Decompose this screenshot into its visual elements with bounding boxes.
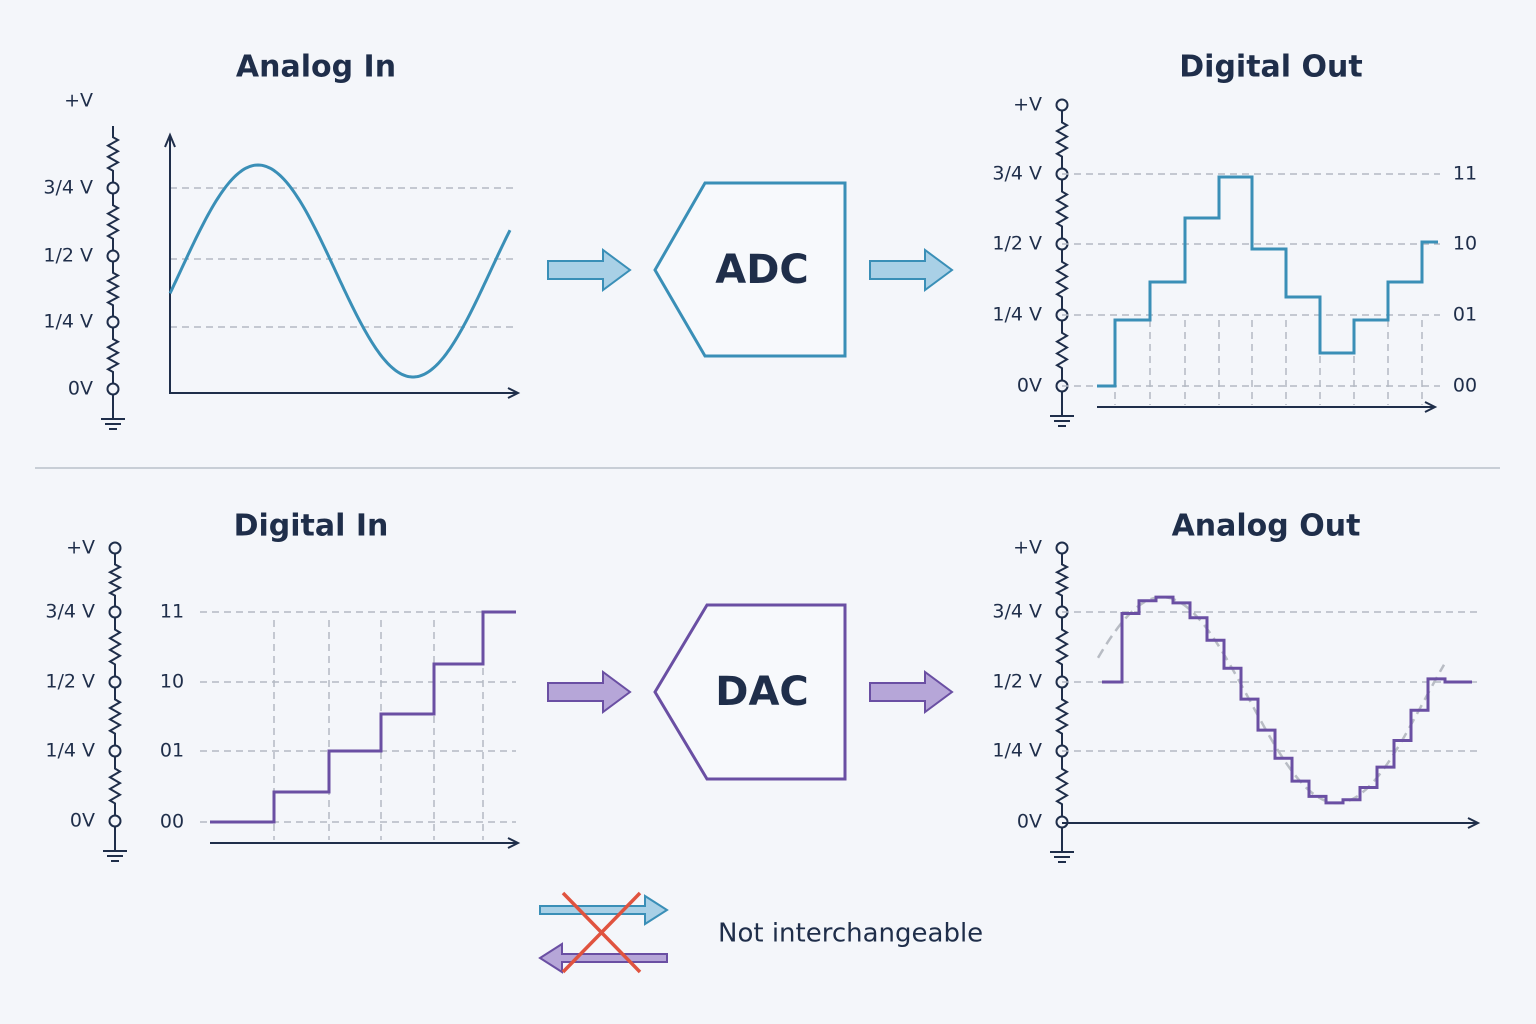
adc-block: [653, 181, 847, 358]
node: [1055, 98, 1069, 112]
scale-label: +V: [1013, 537, 1042, 559]
node: [108, 675, 122, 689]
code-label: 00: [160, 811, 184, 833]
analog-wave: [168, 163, 512, 379]
digital-steps: [210, 610, 516, 824]
node: [108, 744, 122, 758]
node: [106, 249, 120, 263]
node: [106, 181, 120, 195]
node: [106, 315, 120, 329]
scale-label: 0V: [68, 378, 93, 400]
code-label: 10: [1453, 233, 1477, 255]
scale-label: 3/4 V: [45, 601, 95, 623]
flow-arrow: [869, 248, 954, 292]
code-label: 00: [1453, 375, 1477, 397]
resistor-ladder: [1050, 554, 1074, 863]
converter-label: ADC: [715, 247, 809, 293]
axes: [169, 135, 518, 394]
note: Not interchangeable: [718, 919, 983, 949]
axis-arrow: [1467, 817, 1481, 829]
code-label: 11: [160, 601, 184, 623]
scale-label: 0V: [1017, 811, 1042, 833]
scale-label: +V: [66, 537, 95, 559]
code-label: 01: [1453, 304, 1477, 326]
reconstructed-steps: [1102, 595, 1472, 805]
scale-label: 1/2 V: [992, 233, 1042, 255]
resistor-ladder: [101, 126, 125, 430]
panel-title: Analog In: [236, 50, 396, 85]
scale-label: 1/2 V: [992, 671, 1042, 693]
scale-label: 0V: [1017, 375, 1042, 397]
resistor-ladder: [1050, 111, 1074, 427]
resistor-ladder: [103, 554, 127, 862]
node: [108, 605, 122, 619]
scale-label: 1/4 V: [43, 311, 93, 333]
node: [108, 814, 122, 828]
scale-label: 0V: [70, 810, 95, 832]
node: [106, 382, 120, 396]
scale-label: 3/4 V: [992, 163, 1042, 185]
cross-icon: [561, 891, 642, 974]
axis-arrow: [507, 837, 521, 849]
converter-label: DAC: [715, 669, 809, 715]
scale-label: 1/4 V: [992, 304, 1042, 326]
code-label: 10: [160, 671, 184, 693]
dac-block: [653, 603, 847, 781]
panel-title: Digital In: [234, 509, 389, 544]
code-label: 11: [1453, 163, 1477, 185]
panel-title: Digital Out: [1179, 50, 1362, 85]
node: [1055, 541, 1069, 555]
flow-arrow: [547, 670, 632, 714]
scale-label: +V: [64, 90, 93, 112]
digital-steps: [1097, 175, 1438, 388]
scale-label: 1/2 V: [43, 245, 93, 267]
axis-arrow: [164, 132, 176, 148]
left-arrow-icon: [538, 942, 668, 974]
scale-label: 3/4 V: [43, 177, 93, 199]
node: [108, 541, 122, 555]
axis-arrow: [1424, 401, 1438, 413]
flow-arrow: [547, 248, 632, 292]
axis-arrow: [507, 387, 521, 399]
code-label: 01: [160, 740, 184, 762]
scale-label: 3/4 V: [992, 601, 1042, 623]
scale-label: 1/4 V: [992, 740, 1042, 762]
scale-label: 1/2 V: [45, 671, 95, 693]
scale-label: +V: [1013, 94, 1042, 116]
right-arrow-icon: [539, 894, 669, 926]
flow-arrow: [869, 670, 954, 714]
scale-label: 1/4 V: [45, 740, 95, 762]
panel-title: Analog Out: [1172, 509, 1361, 544]
